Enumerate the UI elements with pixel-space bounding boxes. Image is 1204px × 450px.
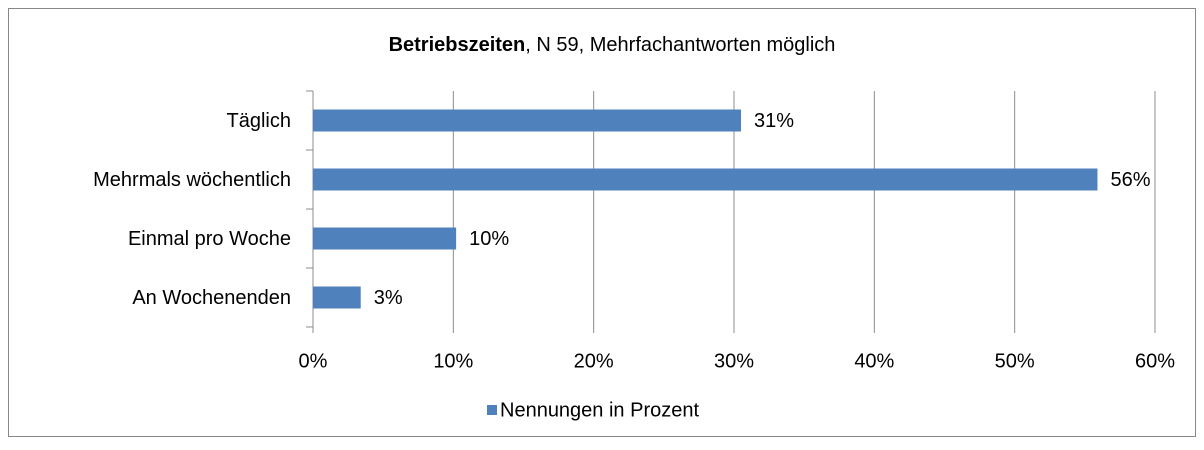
y-tick-label: Einmal pro Woche: [128, 228, 291, 250]
data-label: 3%: [374, 287, 403, 309]
x-tick-label: 40%: [854, 350, 894, 372]
legend-swatch: [487, 405, 497, 415]
bar: [313, 286, 361, 309]
data-label: 56%: [1110, 169, 1150, 191]
y-tick-label: Täglich: [227, 110, 291, 132]
y-tick-label: An Wochenenden: [132, 287, 291, 309]
x-tick-label: 20%: [574, 350, 614, 372]
bar: [313, 168, 1098, 191]
bar: [313, 109, 742, 132]
chart-border: [8, 8, 1196, 437]
bar: [313, 227, 457, 250]
data-label: 31%: [754, 110, 794, 132]
x-tick-label: 60%: [1135, 350, 1175, 372]
x-tick-label: 30%: [714, 350, 754, 372]
x-tick-label: 50%: [995, 350, 1035, 372]
title-rest: , N 59, Mehrfachantworten möglich: [525, 34, 835, 56]
y-tick-label: Mehrmals wöchentlich: [93, 169, 291, 191]
legend-label: Nennungen in Prozent: [500, 399, 699, 421]
chart-title: Betriebszeiten, N 59, Mehrfachantworten …: [389, 34, 836, 56]
x-tick-label: 0%: [299, 350, 328, 372]
data-label: 10%: [469, 228, 509, 250]
title-bold: Betriebszeiten: [389, 34, 526, 56]
x-tick-label: 10%: [433, 350, 473, 372]
